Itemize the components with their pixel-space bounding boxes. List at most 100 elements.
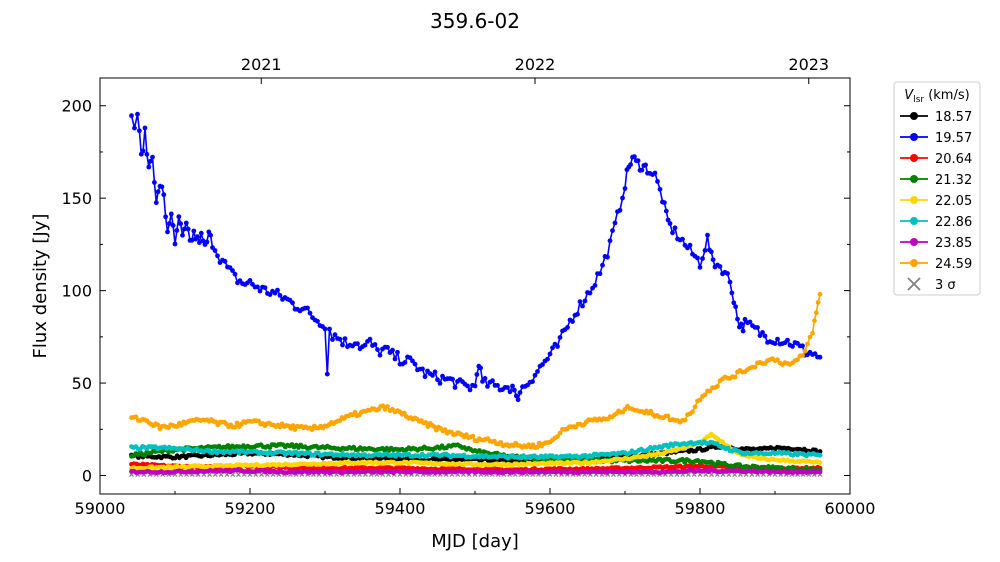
data-point — [702, 248, 708, 253]
data-point — [772, 341, 778, 346]
data-point — [557, 430, 563, 436]
data-point — [802, 348, 808, 354]
data-point — [505, 385, 510, 390]
data-point — [161, 192, 167, 198]
data-point — [760, 330, 765, 335]
data-point — [639, 167, 645, 173]
data-point — [515, 397, 521, 403]
x-tick-label: 60000 — [825, 499, 876, 518]
data-point — [159, 184, 165, 190]
data-point — [622, 186, 628, 191]
data-point — [167, 221, 172, 226]
data-point — [474, 372, 480, 377]
data-point — [785, 337, 790, 343]
data-point — [255, 284, 260, 290]
data-point — [322, 326, 328, 332]
data-point — [232, 424, 238, 430]
data-point — [670, 230, 675, 236]
legend-entry: 22.86 — [900, 215, 972, 230]
data-point — [662, 200, 667, 206]
data-point — [740, 328, 746, 334]
data-point — [423, 420, 429, 425]
data-point — [682, 417, 688, 423]
data-point — [174, 228, 180, 233]
legend-entry: 22.05 — [900, 194, 972, 209]
top-tick-label: 2023 — [788, 55, 829, 74]
chart-title: 359.6-02 — [430, 9, 520, 33]
data-point — [215, 253, 220, 259]
data-point — [815, 300, 821, 305]
legend-entry: 21.32 — [900, 173, 972, 188]
data-point — [705, 232, 710, 238]
legend-entry: 3 σ — [907, 277, 956, 293]
data-point — [690, 409, 695, 415]
data-point — [330, 337, 335, 342]
data-point — [663, 208, 669, 214]
data-point — [437, 381, 443, 386]
legend: Vlsr (km/s) 18.57 19.57 20.64 21.32 22.05 22.8… — [893, 81, 981, 296]
data-point — [665, 413, 671, 419]
data-point — [731, 300, 737, 306]
data-point — [727, 279, 733, 285]
sigma-marker — [259, 472, 264, 478]
data-point — [628, 162, 633, 168]
data-point — [582, 298, 588, 304]
plot-series — [129, 111, 823, 478]
data-point — [580, 303, 585, 309]
data-point — [680, 236, 685, 242]
legend-marker — [910, 259, 918, 267]
data-point — [153, 200, 159, 206]
series-22.86 — [129, 439, 823, 461]
data-point — [817, 452, 823, 458]
data-point — [189, 237, 195, 243]
x-tick-label: 59200 — [225, 499, 276, 518]
data-point — [557, 335, 563, 340]
data-point — [146, 164, 152, 170]
data-point — [752, 364, 758, 370]
data-point — [176, 214, 182, 220]
data-point — [309, 427, 315, 432]
x-tick-label: 59800 — [675, 499, 726, 518]
y-tick-label: 50 — [72, 374, 92, 393]
data-point — [817, 469, 823, 475]
data-point — [587, 290, 593, 296]
data-point — [655, 179, 660, 184]
data-point — [342, 336, 348, 341]
data-point — [179, 422, 184, 428]
data-point — [813, 310, 819, 316]
data-point — [385, 404, 390, 409]
data-point — [790, 344, 795, 349]
data-point — [380, 403, 386, 409]
data-point — [805, 341, 810, 347]
data-point — [340, 342, 345, 348]
data-point — [402, 360, 408, 365]
data-point — [232, 271, 238, 277]
data-point — [612, 220, 618, 226]
data-point — [305, 305, 310, 311]
data-point — [152, 180, 157, 185]
y-tick-label: 100 — [61, 282, 92, 301]
legend-label: 24.59 — [935, 257, 972, 272]
data-point — [195, 234, 200, 240]
data-point — [597, 271, 603, 277]
data-point — [375, 347, 380, 352]
data-point — [435, 377, 440, 383]
data-point — [795, 357, 800, 363]
data-point — [577, 299, 583, 304]
legend-entry: 23.85 — [900, 236, 972, 251]
data-point — [470, 433, 476, 439]
series-19.57 — [129, 111, 823, 403]
data-point — [430, 373, 435, 378]
data-point — [142, 125, 148, 131]
data-point — [197, 240, 202, 246]
legend-marker — [907, 277, 921, 291]
legend-marker — [910, 133, 918, 141]
y-axis-label: Flux density [Jy] — [30, 214, 51, 359]
data-point — [605, 254, 610, 260]
legend-label: 20.64 — [935, 152, 972, 167]
data-point — [204, 239, 210, 245]
data-point — [422, 374, 428, 380]
data-point — [738, 321, 744, 327]
data-point — [607, 238, 613, 244]
data-point — [665, 217, 671, 223]
